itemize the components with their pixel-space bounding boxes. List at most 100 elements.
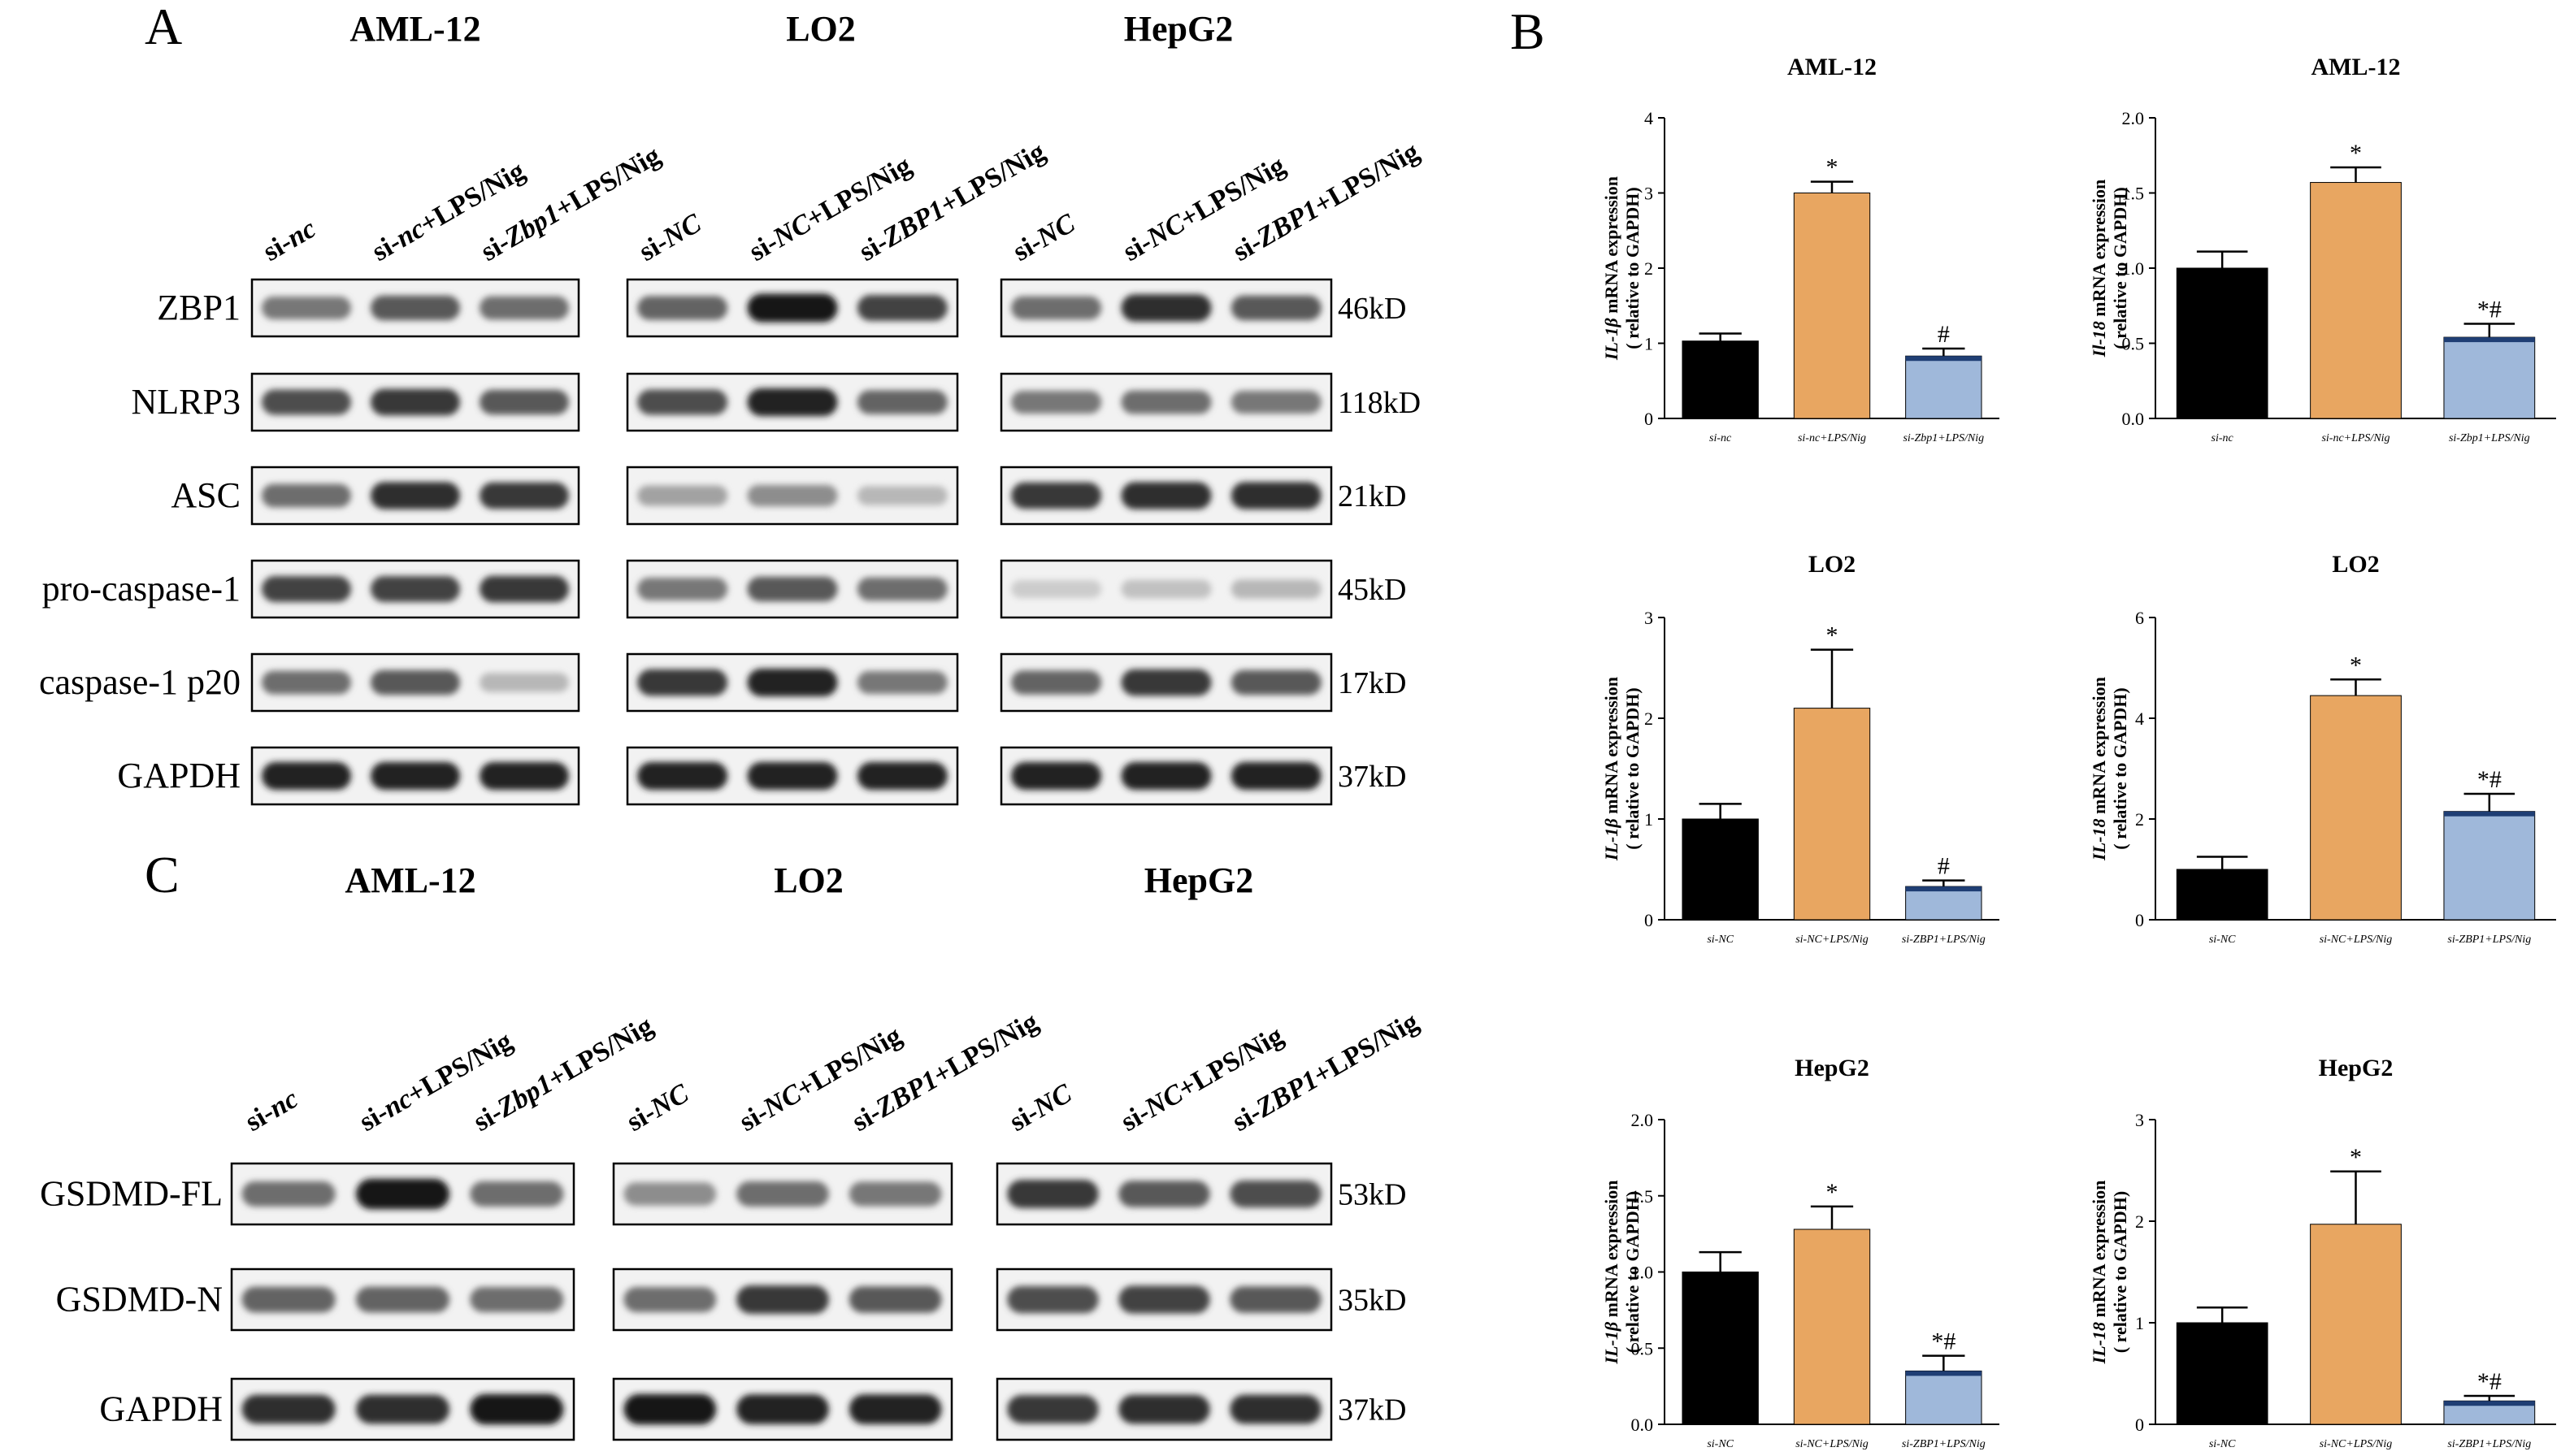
panel-letter-c: C <box>145 846 180 904</box>
y-tick-label: 3 <box>1644 184 1653 204</box>
chart-title: HepG2 <box>1795 1055 1869 1081</box>
protein-band <box>1230 1286 1322 1313</box>
significance-marker: *# <box>2477 766 2502 793</box>
y-axis-label-line-2: ( relative to GAPDH) <box>2110 1191 2130 1353</box>
protein-band <box>623 1393 717 1425</box>
lane-label: si-nc <box>258 214 321 267</box>
x-category-label: si-NC+LPS/Nig <box>1795 934 1869 946</box>
protein-band <box>747 484 838 507</box>
lane-label: si-nc <box>241 1084 303 1138</box>
significance-marker: * <box>1826 1179 1838 1206</box>
y-axis-label-line-2: ( relative to GAPDH) <box>1622 687 1643 849</box>
y-tick-label: 1.0 <box>1631 1263 1654 1283</box>
protein-band <box>371 576 460 602</box>
protein-band <box>637 485 728 506</box>
protein-band <box>637 296 728 320</box>
protein-band <box>747 388 838 417</box>
y-tick-label: 1.5 <box>2122 184 2145 204</box>
bar-chart: HepG2 0 1 2 3 IL-18 mRNA expression( relative… <box>2089 1055 2556 1450</box>
y-tick-label: 0.0 <box>1631 1415 1654 1435</box>
protein-band <box>262 576 351 602</box>
protein-band <box>470 1393 564 1425</box>
bar <box>2176 869 2268 921</box>
significance-marker: *# <box>2477 296 2502 323</box>
chart-title: LO2 <box>2332 551 2379 578</box>
bar-chart: HepG2 0.0 0.5 1.0 1.5 2.0 IL-1β mRNA expressio… <box>1601 1055 1999 1450</box>
protein-band <box>857 390 948 414</box>
molecular-weight-label: 37kD <box>1338 1393 1406 1428</box>
protein-band <box>849 1286 942 1313</box>
y-tick-label: 6 <box>2135 608 2144 628</box>
x-category-label: si-NC+LPS/Nig <box>2320 1438 2393 1450</box>
protein-band <box>747 761 838 791</box>
panel-letter-b: B <box>1510 2 1545 60</box>
y-tick-label: 0 <box>1644 910 1653 930</box>
protein-band <box>262 670 351 695</box>
cell-line-title: HepG2 <box>1124 9 1233 49</box>
bar <box>1905 355 1982 419</box>
bar <box>2310 695 2402 921</box>
protein-band <box>1118 1394 1210 1424</box>
chart-title: AML-12 <box>1787 54 1877 80</box>
significance-marker: * <box>1826 154 1838 181</box>
protein-band <box>1011 580 1102 598</box>
protein-band <box>1231 390 1322 414</box>
protein-band <box>1121 294 1212 322</box>
protein-band <box>1231 482 1322 509</box>
lane-label: si-Zbp1+LPS/Nig <box>476 141 666 267</box>
bar <box>1682 1272 1759 1425</box>
molecular-weight-label: 37kD <box>1338 760 1406 794</box>
significance-marker: # <box>1938 853 1950 880</box>
protein-row-label: ASC <box>171 475 241 515</box>
molecular-weight-label: 21kD <box>1338 479 1406 514</box>
bar <box>2310 1224 2402 1425</box>
y-axis-label-line-2: ( relative to GAPDH) <box>2110 687 2130 849</box>
protein-band <box>747 668 838 697</box>
protein-band <box>1011 296 1102 320</box>
protein-band <box>1011 761 1102 791</box>
significance-marker: # <box>1938 321 1950 348</box>
bar <box>1682 818 1759 921</box>
bar-top-edge <box>1905 886 1982 892</box>
x-category-label: si-ZBP1+LPS/Nig <box>2447 1438 2531 1450</box>
protein-band <box>371 670 460 696</box>
protein-row-label: GSDMD-N <box>56 1280 223 1320</box>
y-tick-label: 0 <box>2135 910 2144 930</box>
bar <box>1682 340 1759 419</box>
y-tick-label: 2 <box>1644 708 1653 729</box>
lane-label: si-ZBP1+LPS/Nig <box>1227 1007 1423 1138</box>
protein-row-label: ZBP1 <box>157 288 241 327</box>
y-tick-label: 2 <box>1644 258 1653 279</box>
protein-band <box>262 296 351 320</box>
protein-band <box>736 1394 829 1424</box>
protein-band <box>241 1286 336 1313</box>
protein-band <box>637 389 728 415</box>
protein-band <box>241 1394 336 1424</box>
protein-row-label: caspase-1 p20 <box>39 662 241 702</box>
significance-marker: *# <box>1931 1328 1955 1355</box>
y-tick-label: 4 <box>2135 708 2144 729</box>
bar <box>1793 193 1871 419</box>
y-axis-label: IL-18 mRNA expression <box>2089 677 2109 861</box>
y-tick-label: 0.0 <box>2122 409 2145 429</box>
protein-band <box>371 388 460 416</box>
chart-title: AML-12 <box>2311 54 2401 80</box>
bar <box>1905 1370 1982 1425</box>
chart-title: LO2 <box>1808 551 1856 578</box>
cell-line-title: LO2 <box>774 860 844 900</box>
protein-row-label: NLRP3 <box>132 382 241 422</box>
x-category-label: si-nc <box>2212 432 2234 444</box>
bar <box>2310 182 2402 419</box>
y-axis-label: IL-1β mRNA expression <box>1601 1181 1621 1365</box>
protein-band <box>470 1181 564 1207</box>
protein-band <box>1231 761 1322 791</box>
protein-band <box>1121 482 1212 509</box>
protein-band <box>480 575 569 603</box>
protein-row-label: GAPDH <box>99 1389 223 1429</box>
protein-band <box>1007 1285 1099 1314</box>
x-category-label: si-NC <box>1707 934 1734 946</box>
y-axis-label-line-2: ( relative to GAPDH) <box>1622 1191 1643 1353</box>
protein-band <box>480 296 569 320</box>
significance-marker: * <box>1826 622 1838 649</box>
